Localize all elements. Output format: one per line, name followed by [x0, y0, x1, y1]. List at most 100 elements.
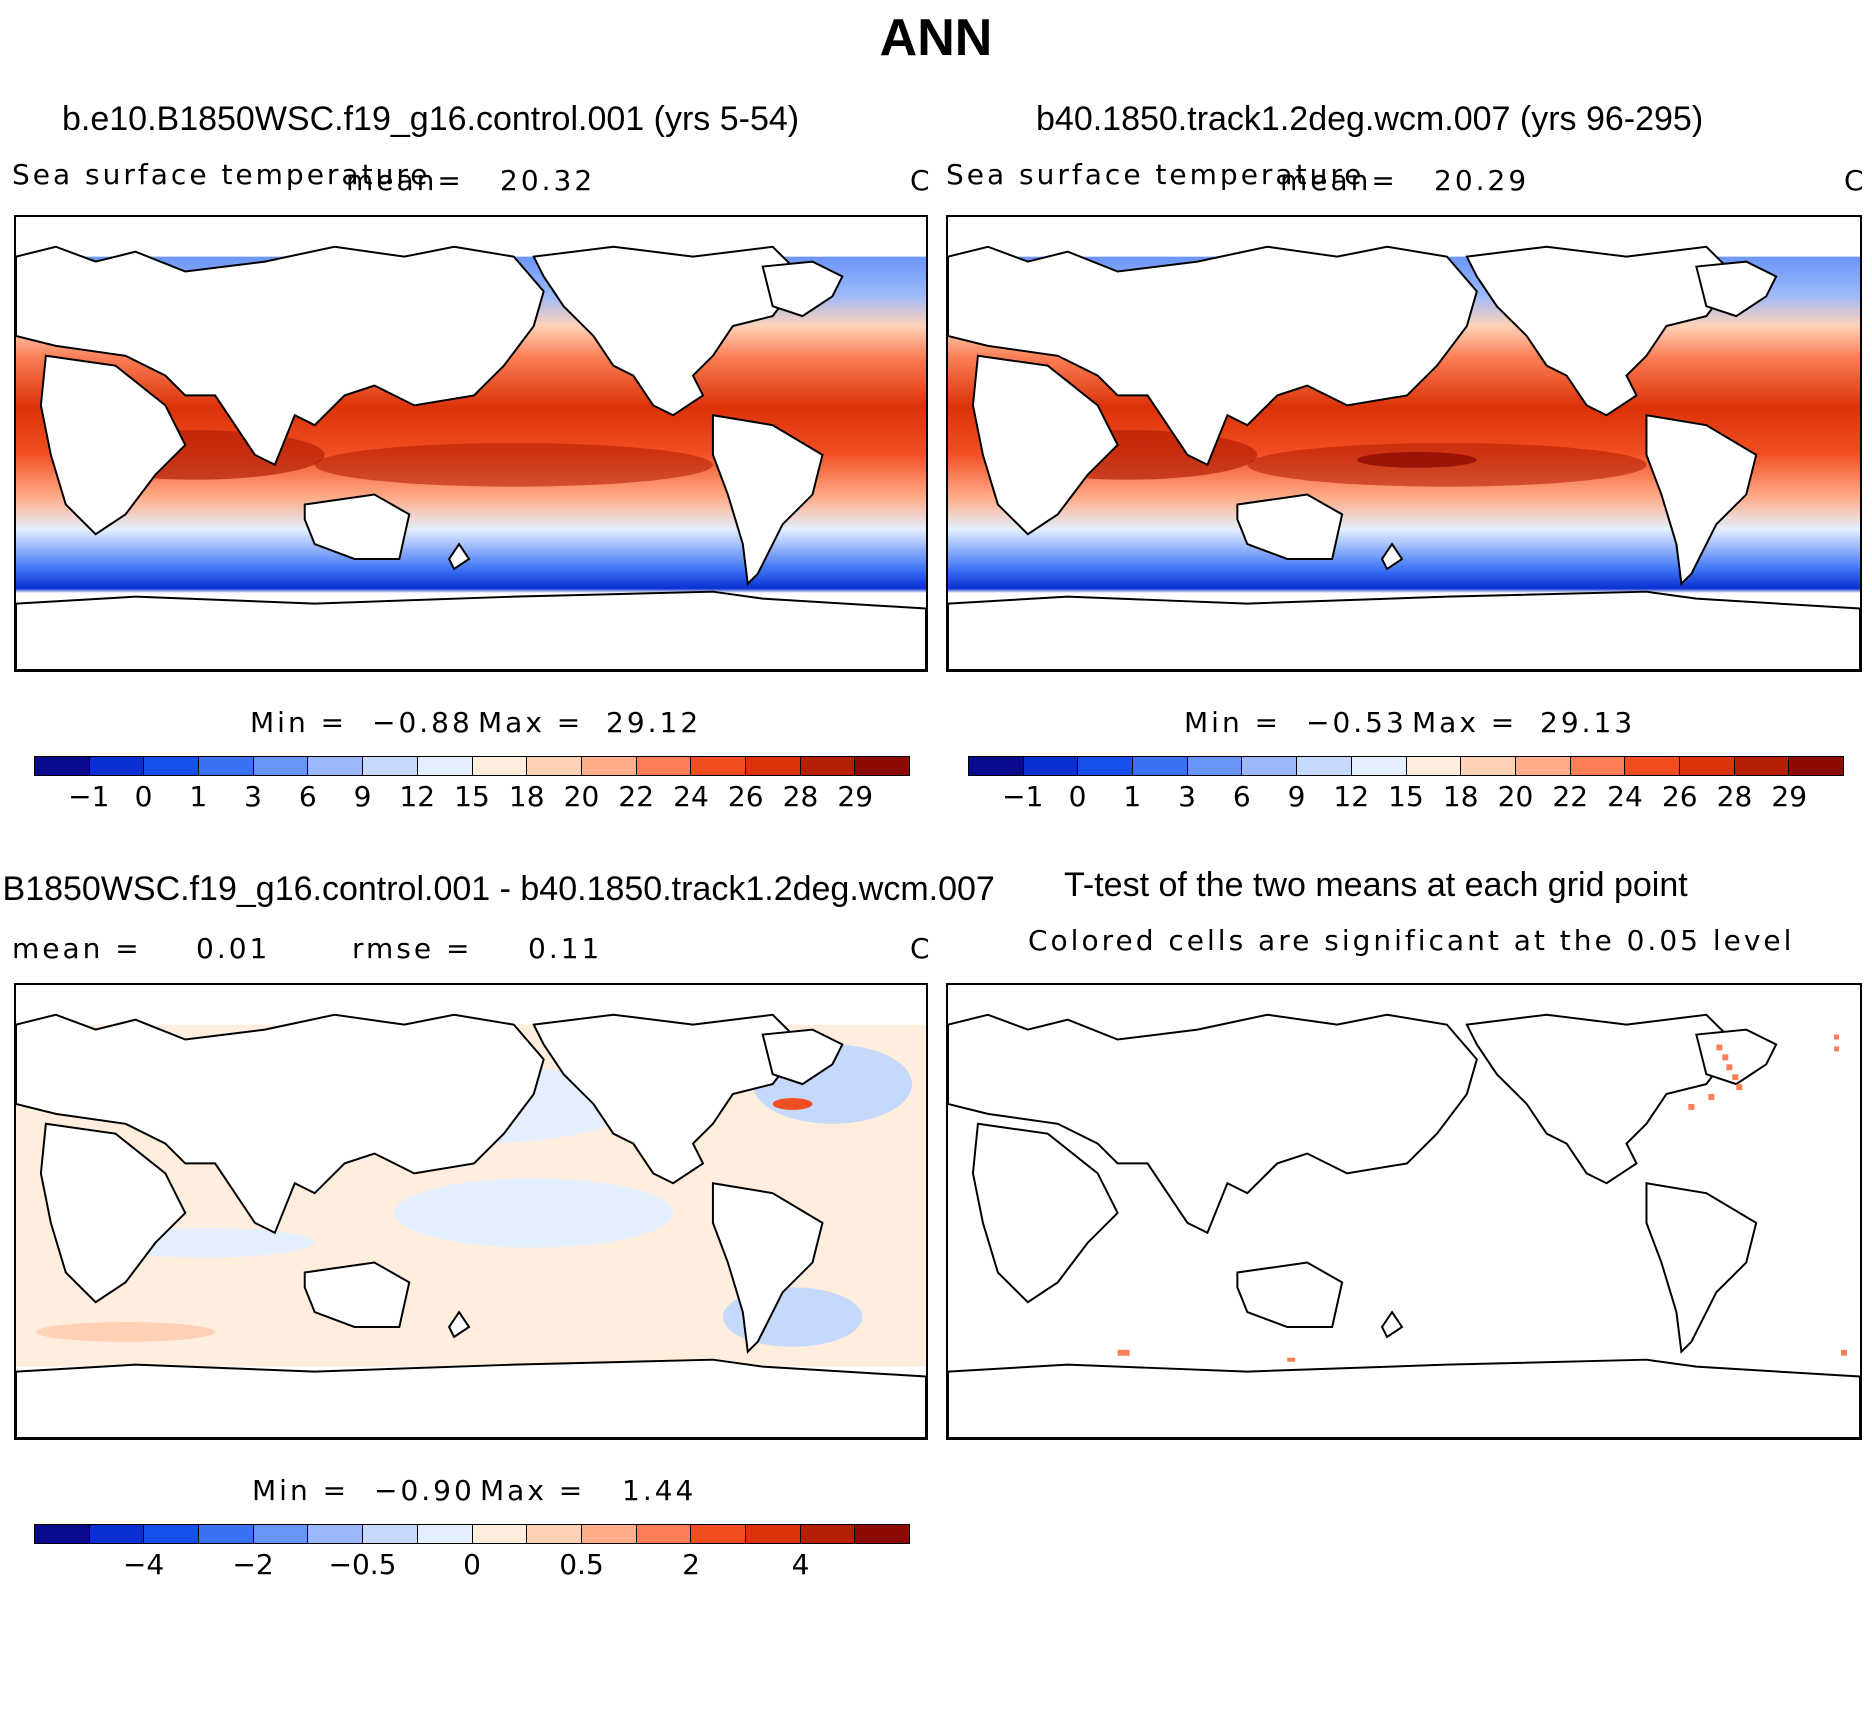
panel3-mean-value: 0.01: [196, 932, 271, 965]
colorbar-swatch: [691, 757, 746, 775]
colorbar-tick-label: 6: [1232, 780, 1251, 813]
colorbar-swatch: [89, 1525, 145, 1543]
panel3-colorbar: [34, 1524, 910, 1544]
colorbar-swatch: [636, 757, 692, 775]
panel2-variable: Sea surface temperature: [946, 158, 1365, 191]
panel1-mean-label: mean=: [346, 164, 464, 197]
panel3-mean-label: mean =: [12, 932, 142, 965]
colorbar-swatch: [800, 1525, 856, 1543]
colorbar-swatch: [363, 757, 418, 775]
colorbar-tick-label: 28: [782, 780, 819, 813]
colorbar-swatch: [1023, 757, 1079, 775]
colorbar-tick-label: 0: [463, 1548, 481, 1581]
colorbar-swatch: [472, 757, 528, 775]
colorbar-swatch: [1461, 757, 1516, 775]
panel3-max-value: 1.44: [622, 1474, 697, 1507]
colorbar-swatch: [800, 757, 856, 775]
panel3-min-value: −0.90: [374, 1474, 475, 1507]
colorbar-swatch: [855, 1525, 909, 1543]
panel4-title: T-test of the two means at each grid poi…: [1064, 866, 1688, 904]
panel2-mean-value: 20.29: [1434, 164, 1530, 197]
panel3-colorbar-ticks: −4 −2 −0.5 0 0.5 2 4: [34, 1548, 910, 1582]
panel2-max-value: 29.13: [1540, 706, 1636, 739]
panel2-title: b40.1850.track1.2deg.wcm.007 (yrs 96-295…: [1036, 100, 1704, 138]
colorbar-swatch: [308, 1525, 364, 1543]
colorbar-swatch: [636, 1525, 692, 1543]
colorbar-tick-label: 3: [244, 780, 262, 813]
colorbar-swatch: [417, 757, 473, 775]
panel1-title: b.e10.B1850WSC.f19_g16.control.001 (yrs …: [62, 100, 800, 138]
colorbar-swatch: [1187, 757, 1243, 775]
colorbar-swatch: [1242, 757, 1298, 775]
colorbar-tick-label: 18: [1442, 780, 1479, 813]
panel2-min-label: Min =: [1184, 706, 1282, 739]
panel1-colorbar-ticks: −1 0 1 3 6 9 12 15 18 20 22 24 26 28 29: [34, 780, 910, 814]
colorbar-tick-label: 20: [1497, 780, 1534, 813]
colorbar-tick-label: 12: [399, 780, 436, 813]
panel3-rmse-label: rmse =: [352, 932, 473, 965]
colorbar-tick-label: 4: [791, 1548, 810, 1581]
panel3-rmse-value: 0.11: [528, 932, 603, 965]
panel1-map: [14, 215, 928, 672]
colorbar-tick-label: 1: [1123, 780, 1142, 813]
colorbar-tick-label: 9: [353, 780, 372, 813]
panel1-min-label: Min =: [250, 706, 348, 739]
panel2-max-label: Max =: [1412, 706, 1518, 739]
colorbar-swatch: [1351, 757, 1407, 775]
colorbar-tick-label: 0.5: [559, 1548, 604, 1581]
colorbar-tick-label: 9: [1287, 780, 1306, 813]
colorbar-tick-label: 22: [1552, 780, 1589, 813]
colorbar-swatch: [1406, 757, 1462, 775]
panel1-colorbar: [34, 756, 910, 776]
colorbar-tick-label: −2: [232, 1548, 274, 1581]
colorbar-tick-label: 26: [727, 780, 764, 813]
panel2-min-value: −0.53: [1306, 706, 1407, 739]
colorbar-swatch: [691, 1525, 746, 1543]
colorbar-tick-label: 12: [1333, 780, 1370, 813]
colorbar-swatch: [253, 1525, 309, 1543]
panel3-max-label: Max =: [480, 1474, 586, 1507]
colorbar-swatch: [1789, 757, 1843, 775]
colorbar-swatch: [1679, 757, 1735, 775]
colorbar-tick-label: 20: [563, 780, 600, 813]
colorbar-swatch: [969, 757, 1024, 775]
colorbar-tick-label: −1: [68, 780, 110, 813]
significant-cells: [1117, 1034, 1848, 1362]
colorbar-tick-label: 24: [1607, 780, 1643, 813]
colorbar-tick-label: 28: [1716, 780, 1753, 813]
panel4-subtitle: Colored cells are significant at the 0.0…: [1028, 924, 1795, 957]
colorbar-swatch: [1515, 757, 1571, 775]
colorbar-swatch: [1734, 757, 1790, 775]
panel1-mean-value: 20.32: [500, 164, 596, 197]
colorbar-swatch: [581, 757, 637, 775]
figure-title: ANN: [879, 9, 993, 67]
colorbar-tick-label: 24: [673, 780, 709, 813]
colorbar-tick-label: 15: [454, 780, 490, 813]
colorbar-swatch: [745, 757, 801, 775]
colorbar-tick-label: 22: [618, 780, 655, 813]
colorbar-swatch: [745, 1525, 801, 1543]
colorbar-swatch: [363, 1525, 418, 1543]
colorbar-swatch: [35, 1525, 90, 1543]
colorbar-tick-label: −4: [122, 1548, 165, 1581]
panel3-title: b.e10.B1850WSC.f19_g16.control.001 - b40…: [0, 870, 995, 908]
colorbar-tick-label: 26: [1661, 780, 1698, 813]
colorbar-tick-label: 3: [1178, 780, 1196, 813]
colorbar-tick-label: 6: [298, 780, 317, 813]
colorbar-tick-label: 15: [1388, 780, 1424, 813]
panel1-variable: Sea surface temperature: [12, 158, 431, 191]
panel1-units: C: [910, 164, 933, 197]
colorbar-swatch: [199, 757, 254, 775]
colorbar-swatch: [1570, 757, 1626, 775]
colorbar-swatch: [855, 757, 909, 775]
colorbar-tick-label: 1: [189, 780, 208, 813]
colorbar-swatch: [1133, 757, 1188, 775]
panel2-map: [946, 215, 1862, 672]
panel2-colorbar: [968, 756, 1844, 776]
colorbar-tick-label: 18: [508, 780, 545, 813]
colorbar-swatch: [144, 1525, 200, 1543]
colorbar-tick-label: −1: [1002, 780, 1044, 813]
panel2-mean-label: mean=: [1280, 164, 1398, 197]
colorbar-tick-label: 29: [837, 780, 874, 813]
panel2-units: C: [1844, 164, 1867, 197]
